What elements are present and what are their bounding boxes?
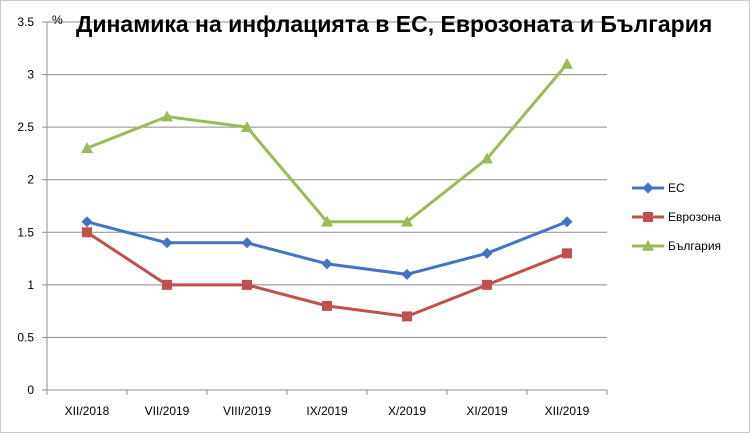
data-point — [321, 215, 333, 227]
y-tick-label: 2.5 — [17, 120, 34, 134]
data-point — [562, 248, 572, 259]
data-point — [241, 237, 253, 249]
x-tick-label: VII/2019 — [145, 404, 190, 418]
legend: ЕС Еврозона България — [632, 181, 721, 253]
series-1 — [81, 216, 573, 280]
y-tick-label: 3.5 — [17, 15, 34, 29]
data-point — [241, 121, 253, 132]
x-tick-label: XII/2018 — [65, 404, 110, 418]
chart-title: Динамика на инфлацията в ЕС, Еврозоната … — [76, 11, 713, 37]
data-point — [321, 258, 333, 270]
y-tick-label: 3 — [27, 68, 34, 82]
x-tick-label: IX/2019 — [306, 404, 348, 418]
data-point — [561, 216, 573, 228]
x-tick-label: X/2019 — [388, 404, 426, 418]
legend-label: България — [668, 239, 721, 253]
data-point — [162, 279, 172, 290]
x-tick-label: XII/2019 — [545, 404, 590, 418]
data-point — [161, 237, 173, 249]
y-tick-label: 0.5 — [17, 330, 34, 344]
data-point — [401, 215, 413, 227]
data-point — [402, 311, 412, 322]
y-axis: 0 0.5 1 1.5 2 2.5 3 3.5 — [17, 15, 48, 397]
legend-marker — [642, 240, 654, 251]
gridlines — [47, 21, 607, 338]
data-point — [81, 142, 93, 153]
data-point — [82, 227, 92, 238]
x-axis: XII/2018 VII/2019 VIII/2019 IX/2019 X/2019 XI… — [46, 389, 608, 418]
series-3 — [81, 58, 573, 227]
legend-label: ЕС — [668, 181, 685, 195]
data-point — [81, 216, 93, 228]
data-point — [322, 300, 332, 311]
data-point — [481, 247, 493, 259]
legend-item: България — [632, 239, 721, 253]
x-tick-label: XI/2019 — [466, 404, 508, 418]
legend-marker — [642, 182, 654, 194]
data-point — [242, 279, 252, 290]
legend-item: Еврозона — [632, 210, 721, 224]
x-tick-label: VIII/2019 — [223, 404, 271, 418]
y-tick-label: 2 — [27, 173, 34, 187]
data-point — [561, 58, 573, 69]
series-group — [81, 58, 573, 322]
y-tick-label: 1 — [27, 278, 34, 292]
data-point — [481, 152, 493, 164]
data-point — [401, 268, 413, 280]
data-point — [482, 279, 492, 290]
y-axis-unit-label: % — [52, 13, 63, 27]
series-line — [86, 63, 569, 224]
y-tick-label: 0 — [27, 383, 34, 397]
data-point — [161, 110, 173, 122]
legend-label: Еврозона — [668, 210, 721, 224]
legend-marker — [643, 212, 653, 222]
series-2 — [82, 227, 572, 322]
legend-item: ЕС — [632, 181, 685, 195]
y-tick-label: 1.5 — [17, 225, 34, 239]
